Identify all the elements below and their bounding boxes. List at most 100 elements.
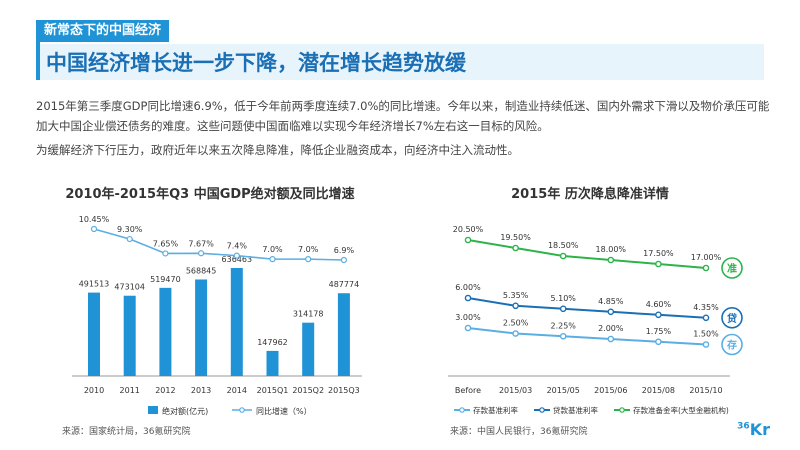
section-tag: 新常态下的中国经济 [36, 20, 170, 42]
legend-label: 存款准备金率(大型金融机构) [633, 405, 729, 415]
growth-value-label: 7.0% [262, 245, 283, 254]
growth-value-label: 7.65% [153, 239, 179, 248]
rate-point [702, 264, 710, 272]
growth-value-label: 7.67% [188, 239, 214, 248]
gdp-bar [266, 350, 279, 376]
growth-point [340, 256, 347, 264]
rate-value-label: 4.60% [646, 300, 672, 309]
rate-value-label: 1.50% [693, 330, 719, 339]
rate-point [559, 305, 567, 313]
growth-point [162, 250, 169, 257]
rate-value-label: 2.00% [598, 324, 624, 333]
rate-point [512, 330, 519, 337]
rate-point [607, 335, 615, 343]
rate-point [559, 252, 567, 260]
rate-value-label: 4.85% [598, 297, 624, 306]
legend-label: 贷款基准利率 [553, 405, 598, 415]
series-badge [721, 257, 743, 279]
rate-point [655, 260, 662, 268]
x-tick-label: 2015/10 [689, 386, 722, 395]
bar-value-label: 147962 [257, 338, 288, 347]
x-tick-label: 2015/06 [594, 386, 627, 395]
series-badge-label: 存 [727, 339, 737, 352]
legend-marker [459, 407, 465, 413]
gdp-bar [230, 268, 243, 376]
rate-line [467, 239, 707, 269]
bar-value-label: 473104 [114, 283, 145, 292]
rate-point [607, 256, 615, 264]
bar-value-label: 491513 [79, 280, 110, 289]
x-tick-label: 2015Q3 [328, 386, 360, 395]
growth-point [233, 252, 240, 259]
headline-accent-bar [36, 42, 40, 80]
legend-label: 存款基准利率 [473, 405, 518, 415]
rate-point [464, 324, 472, 332]
x-tick-label: 2011 [120, 386, 140, 395]
rate-value-label: 2.25% [550, 321, 576, 330]
rate-value-label: 20.50% [453, 225, 484, 234]
gdp-bar [195, 279, 208, 376]
bar-value-label: 568845 [186, 266, 217, 275]
chart-title: 2010年-2015年Q3 中国GDP绝对额及同比增速 [65, 186, 354, 202]
rate-point [702, 314, 710, 322]
rate-value-label: 2.50% [503, 319, 529, 328]
x-tick-label: Before [455, 386, 481, 395]
rate-point [702, 341, 710, 348]
growth-point [269, 256, 276, 263]
growth-point [90, 225, 98, 233]
rate-point [512, 302, 519, 310]
x-tick-label: 2010 [84, 386, 104, 395]
x-tick-label: 2015/05 [547, 386, 580, 395]
bar-value-label: 314178 [293, 310, 324, 319]
rate-value-label: 5.10% [550, 294, 576, 303]
rate-point [464, 294, 472, 302]
x-tick-label: 2013 [191, 386, 211, 395]
growth-point [126, 235, 133, 243]
legend-swatch-bar [148, 406, 158, 414]
series-badge [721, 307, 743, 329]
rate-value-label: 4.35% [693, 303, 719, 312]
rate-line [467, 297, 707, 319]
gdp-bar [337, 293, 350, 376]
growth-point [198, 250, 205, 257]
legend-label-bar: 绝对额(亿元) [162, 406, 208, 416]
x-tick-label: 2015Q1 [257, 386, 289, 395]
legend-marker-line [239, 407, 245, 413]
rate-value-label: 18.50% [548, 241, 579, 250]
headline-banner: 中国经济增长进一步下降，潜在增长趋势放缓 [36, 44, 764, 80]
intro-paragraph: 2015年第三季度GDP同比增速6.9%，低于今年前两季度连续7.0%的同比增速… [36, 99, 770, 133]
growth-value-label: 9.30% [117, 225, 143, 234]
x-tick-label: 2015/08 [642, 386, 675, 395]
gdp-bar [88, 292, 100, 376]
series-badge-label: 贷 [726, 312, 737, 325]
bar-value-label: 636463 [222, 255, 253, 264]
rate-value-label: 5.35% [503, 291, 529, 300]
policy-paragraph: 为缓解经济下行压力，政府近年以来五次降息降准，降低企业融资成本，向经济中注入流动… [36, 143, 519, 157]
x-tick-label: 2012 [155, 386, 175, 395]
gdp-bar [302, 322, 315, 376]
growth-value-label: 10.45% [79, 215, 110, 224]
rate-line [467, 327, 707, 346]
rate-value-label: 17.00% [691, 253, 722, 262]
rate-point [655, 311, 662, 319]
bar-value-label: 519470 [150, 275, 181, 284]
growth-value-label: 6.9% [334, 246, 355, 255]
gdp-chart: 2010年-2015年Q3 中国GDP绝对额及同比增速 491513 2010 473… [65, 186, 362, 416]
rate-value-label: 3.00% [455, 313, 481, 322]
growth-value-label: 7.0% [298, 245, 319, 254]
rate-point [607, 308, 615, 316]
right-source-note: 来源：中国人民银行，36氪研究院 [450, 427, 588, 437]
growth-point [305, 256, 312, 263]
legend-marker [619, 407, 625, 413]
rate-value-label: 6.00% [455, 283, 481, 292]
x-tick-label: 2015/03 [499, 386, 532, 395]
rate-value-label: 1.75% [646, 327, 672, 336]
rate-chart: 2015年 历次降息降准详情 Before 2015/03 2015/05 2015/0… [448, 186, 743, 415]
bar-value-label: 487774 [329, 280, 360, 289]
page-title: 中国经济增长进一步下降，潜在增长趋势放缓 [46, 51, 466, 75]
rate-value-label: 18.00% [596, 245, 627, 254]
legend-label-line: 同比增速（%） [256, 406, 312, 416]
series-badge-label: 准 [727, 262, 737, 275]
series-badge [721, 333, 743, 356]
legend-marker [539, 407, 545, 413]
